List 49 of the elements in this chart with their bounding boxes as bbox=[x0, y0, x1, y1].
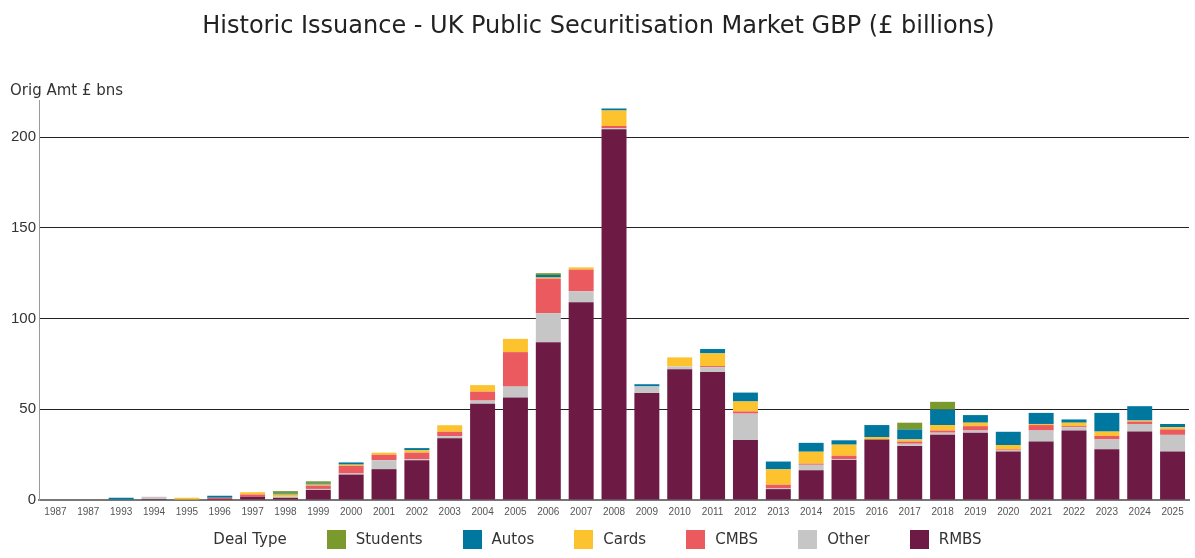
x-tick-label: 2016 bbox=[865, 505, 889, 517]
y-tick-label: 200 bbox=[11, 127, 37, 145]
y-tick-label: 0 bbox=[27, 490, 37, 508]
x-tick-label: 1987 bbox=[77, 505, 100, 517]
y-tick-label: 50 bbox=[19, 399, 37, 417]
x-tick-label: 1993 bbox=[110, 505, 133, 517]
x-tick-label: 2020 bbox=[997, 505, 1020, 517]
x-tick-label: 2003 bbox=[438, 505, 462, 517]
x-tick-label: 1987 bbox=[44, 505, 68, 517]
x-tick-label: 2021 bbox=[1030, 505, 1053, 517]
x-tick-label: 2004 bbox=[471, 505, 495, 517]
x-tick-label: 2005 bbox=[504, 505, 527, 517]
x-tick-label: 2007 bbox=[570, 505, 593, 517]
x-tick-label: 2012 bbox=[734, 505, 757, 517]
x-tick-label: 2024 bbox=[1128, 505, 1152, 517]
x-tick-label: 2008 bbox=[602, 505, 626, 517]
x-tick-label: 2011 bbox=[701, 505, 724, 517]
x-tick-label: 2002 bbox=[405, 505, 429, 517]
y-axis-title: Orig Amt £ bns bbox=[10, 81, 124, 100]
legend-label: Other bbox=[827, 530, 870, 548]
x-tick-label: 2010 bbox=[668, 505, 692, 517]
x-tick-label: 2015 bbox=[832, 505, 856, 517]
x-tick-label: 2018 bbox=[931, 505, 955, 517]
legend-label: Cards bbox=[603, 530, 647, 548]
x-tick-label: 1999 bbox=[307, 505, 330, 517]
x-tick-label: 1996 bbox=[208, 505, 232, 517]
x-tick-label: 1995 bbox=[175, 505, 199, 517]
legend-label: RMBS bbox=[938, 530, 982, 548]
chart-title: Historic Issuance - UK Public Securitisation Market GBP (£ billions) bbox=[202, 10, 995, 39]
x-tick-label: 2017 bbox=[898, 505, 922, 517]
x-tick-label: 2001 bbox=[372, 505, 396, 517]
x-tick-label: 1994 bbox=[142, 505, 166, 517]
y-tick-label: 100 bbox=[11, 308, 37, 326]
legend-label: CMBS bbox=[715, 530, 759, 548]
x-tick-label: 2025 bbox=[1161, 505, 1185, 517]
x-tick-label: 2000 bbox=[340, 505, 363, 517]
legend-title: Deal Type bbox=[213, 530, 287, 548]
x-tick-label: 1998 bbox=[274, 505, 298, 517]
x-tick-label: 2009 bbox=[635, 505, 659, 517]
legend-label: Autos bbox=[491, 530, 535, 548]
x-tick-label: 2006 bbox=[537, 505, 560, 517]
x-tick-label: 2014 bbox=[800, 505, 823, 517]
x-tick-label: 1997 bbox=[241, 505, 265, 517]
x-tick-label: 2022 bbox=[1062, 505, 1086, 517]
x-tick-label: 2013 bbox=[767, 505, 790, 517]
legend-label: Students bbox=[355, 530, 423, 548]
x-tick-label: 2023 bbox=[1095, 505, 1119, 517]
x-tick-label: 2019 bbox=[964, 505, 987, 517]
y-tick-label: 150 bbox=[11, 217, 37, 235]
